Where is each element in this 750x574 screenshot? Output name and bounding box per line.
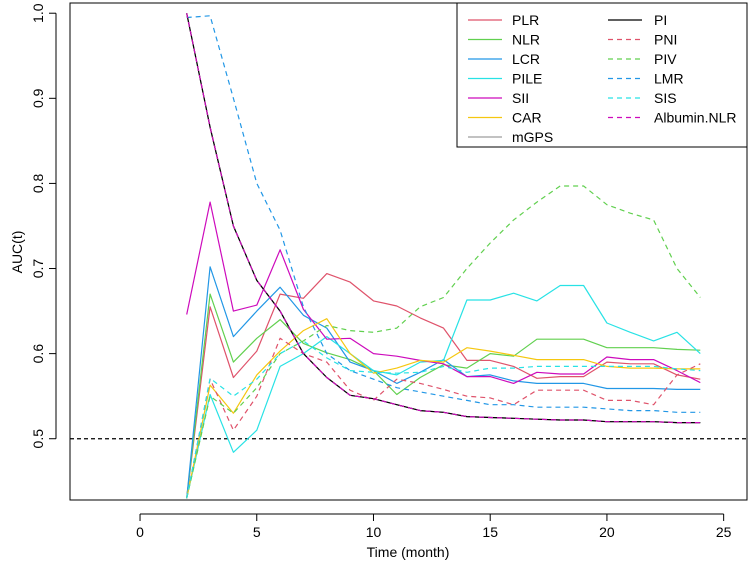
y-tick-label: 0.6 [30,344,46,364]
legend-box [456,2,748,148]
legend-label: NLR [512,32,540,48]
legend-label: mGPS [512,129,553,145]
y-tick-label: 0.5 [30,429,46,449]
legend-label: PIV [654,51,677,67]
y-tick-label: 0.8 [30,173,46,193]
series-line-pile [186,284,701,499]
series-line-piv [186,185,701,499]
legend-label: PLR [512,12,539,28]
legend: PLR NLR LCR PILE SII CAR mGPS PI PNI PIV LMR SIS Alb… [456,2,748,148]
legend-label: PILE [512,71,542,87]
y-tick-label: 0.7 [30,259,46,279]
series-line-plr [186,273,701,499]
x-tick-label: 5 [253,524,261,540]
series-line-sii [186,201,701,384]
legend-label: PNI [654,32,677,48]
y-tick-label: 0.9 [30,88,46,108]
legend-label: SIS [654,90,677,106]
y-tick-label: 1.0 [30,3,46,23]
plot-frame [69,2,748,501]
legend-label: Albumin.NLR [654,110,736,126]
x-tick-label: 20 [599,524,615,540]
x-tick-label: 10 [366,524,382,540]
legend-label: LCR [512,51,540,67]
series-line-lcr [186,266,701,499]
series-line-sis [186,340,701,499]
x-tick-label: 0 [136,524,144,540]
series-line-albumin-nlr [186,13,701,424]
x-tick-label: 25 [716,524,732,540]
series-line-car [186,318,701,499]
legend-label: LMR [654,71,684,87]
y-axis-label: AUC(t) [9,231,25,274]
series-line-lmr [186,15,701,413]
series-line-nlr [186,293,701,499]
legend-label: SII [512,90,529,106]
legend-label: PI [654,12,667,28]
x-axis-label: Time (month) [367,544,450,560]
x-tick-label: 15 [482,524,498,540]
legend-label: CAR [512,110,542,126]
